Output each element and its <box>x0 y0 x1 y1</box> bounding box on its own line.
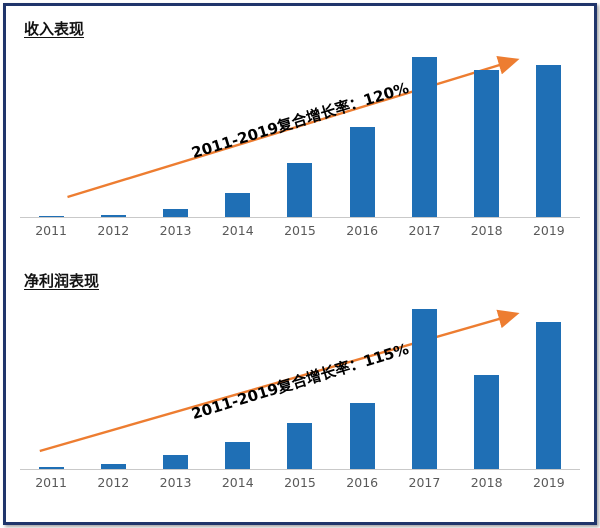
net-profit-chart-title: 净利润表现 <box>24 272 100 290</box>
x-tick-label: 2019 <box>532 223 565 238</box>
x-tick-label: 2011 <box>35 223 68 238</box>
bar <box>411 57 437 217</box>
revenue-chart: 收入表现 2011-2019复合增长率：120% 2011 2012 2013 201… <box>14 18 586 264</box>
x-tick-label: 2012 <box>97 223 130 238</box>
bar <box>536 65 562 217</box>
bar <box>349 127 375 217</box>
bar <box>287 162 313 217</box>
x-tick-label: 2015 <box>284 475 316 490</box>
x-tick-label: 2015 <box>284 223 316 238</box>
net-profit-bars <box>20 293 580 469</box>
x-tick-label: 2012 <box>97 475 130 490</box>
net-profit-chart: 净利润表现 2011-2019复合增长率：115% 2011 2012 2013 20… <box>14 270 586 516</box>
bar <box>100 215 126 217</box>
bar <box>474 69 500 217</box>
net-profit-x-axis: 2011 2012 2013 2014 2015 2016 2017 2018 2019 <box>20 470 580 490</box>
revenue-chart-title: 收入表现 <box>24 20 85 38</box>
x-tick-label: 2011 <box>35 475 68 490</box>
x-tick-label: 2019 <box>532 475 565 490</box>
x-tick-label: 2018 <box>470 223 503 238</box>
x-tick-label: 2013 <box>159 223 192 238</box>
net-profit-plot-area: 2011-2019复合增长率：115% <box>20 293 580 470</box>
bar <box>225 441 251 469</box>
x-tick-label: 2014 <box>221 475 254 490</box>
revenue-bars <box>20 41 580 217</box>
bar <box>536 321 562 469</box>
x-tick-label: 2017 <box>408 475 441 490</box>
bar <box>38 216 64 217</box>
x-tick-label: 2016 <box>346 475 379 490</box>
revenue-x-axis: 2011 2012 2013 2014 2015 2016 2017 2018 2019 <box>20 218 580 238</box>
bar <box>474 374 500 469</box>
page-frame: 收入表现 2011-2019复合增长率：120% 2011 2012 2013 201… <box>3 3 597 525</box>
revenue-plot-area: 2011-2019复合增长率：120% <box>20 41 580 218</box>
bar <box>411 309 437 469</box>
x-tick-label: 2014 <box>221 223 254 238</box>
bar <box>38 467 64 469</box>
bar <box>100 464 126 469</box>
x-tick-label: 2017 <box>408 223 441 238</box>
x-tick-label: 2013 <box>159 475 192 490</box>
bar <box>225 193 251 217</box>
bar <box>287 422 313 469</box>
bar <box>349 403 375 469</box>
bar <box>163 209 189 217</box>
x-tick-label: 2018 <box>470 475 503 490</box>
x-tick-label: 2016 <box>346 223 379 238</box>
bar <box>163 454 189 469</box>
